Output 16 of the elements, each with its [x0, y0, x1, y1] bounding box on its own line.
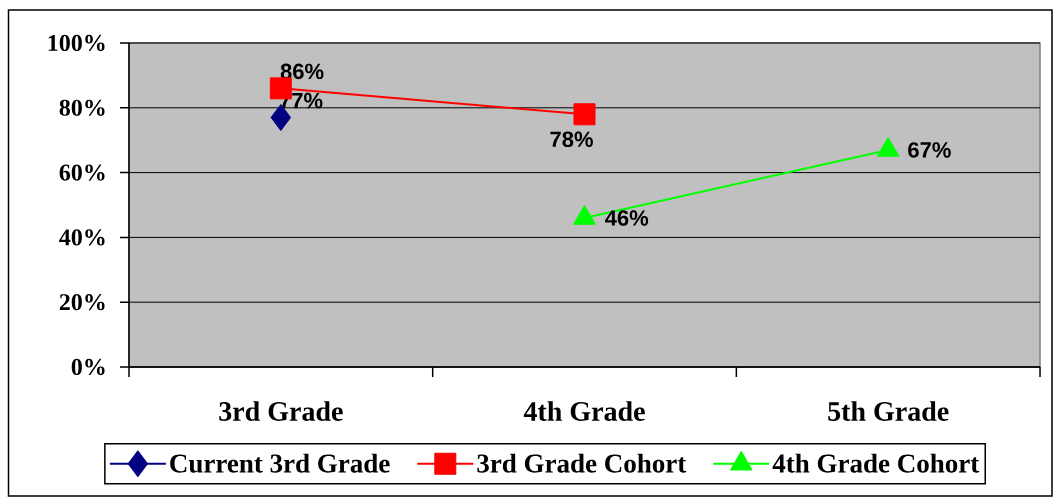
- y-tick-label: 20%: [59, 294, 105, 311]
- legend-label: Current 3rd Grade: [170, 453, 390, 473]
- legend-label: 4th Grade Cohort: [772, 453, 980, 473]
- data-label: 67%: [908, 142, 951, 158]
- x-tick-label: 4th Grade: [523, 401, 645, 421]
- data-label: 86%: [280, 63, 324, 80]
- y-tick-label: 80%: [59, 99, 105, 116]
- y-tick-label: 40%: [59, 229, 105, 246]
- data-label: 46%: [605, 210, 649, 226]
- legend-label: 3rd Grade Cohort: [477, 453, 687, 473]
- data-label: 78%: [550, 131, 593, 148]
- y-tick-label: 0%: [71, 358, 105, 376]
- y-tick-label: 100%: [48, 34, 105, 52]
- x-tick-label: 5th Grade: [828, 401, 949, 421]
- y-tick-label: 60%: [59, 164, 105, 181]
- x-tick-label: 3rd Grade: [219, 401, 343, 421]
